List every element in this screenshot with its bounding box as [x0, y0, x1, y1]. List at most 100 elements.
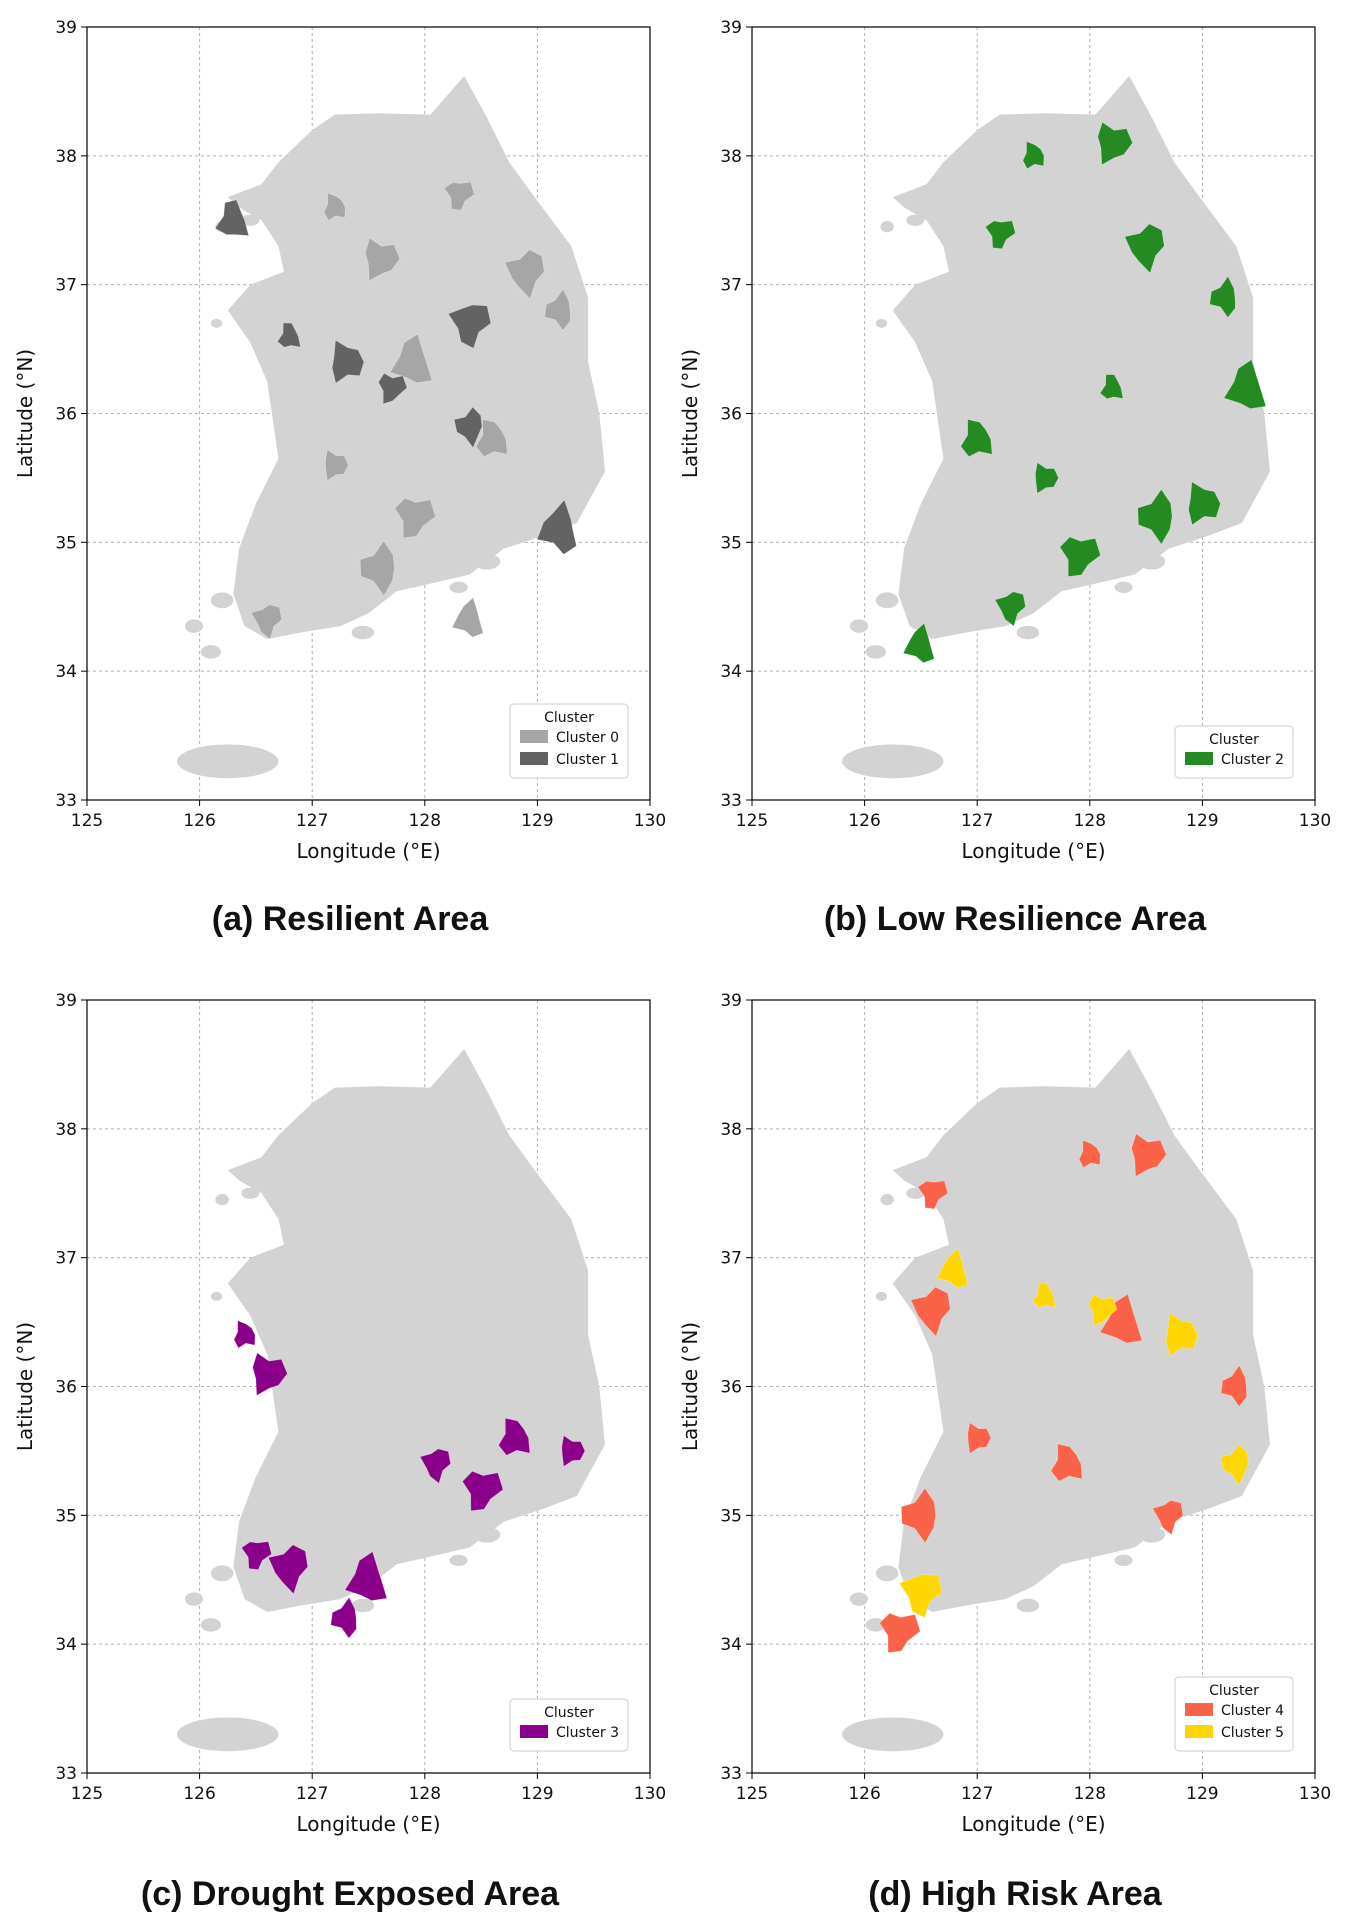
x-tick-label: 125: [71, 811, 103, 831]
x-tick-label: 127: [961, 811, 993, 831]
x-tick-label: 127: [296, 811, 328, 831]
legend: Cluster Cluster 0 Cluster 1: [509, 703, 629, 779]
land-island: [410, 567, 429, 582]
x-tick-label: 126: [183, 811, 215, 831]
legend-title: Cluster: [1209, 732, 1259, 748]
legend-swatch: [520, 1725, 548, 1738]
map-panel-d: 125 126 127 128 129 130 33 34 35 36 37 38 39 Longitud…: [678, 991, 1331, 1836]
y-tick-label: 36: [720, 1378, 742, 1398]
cluster-2-region: [902, 622, 935, 664]
land-island: [177, 1717, 279, 1752]
cluster-0-region: [325, 449, 349, 482]
cluster-1-region: [447, 304, 492, 349]
cluster-0-region: [504, 249, 545, 300]
land-island: [215, 1194, 229, 1206]
x-tick-label: 128: [409, 811, 441, 831]
land-island: [241, 214, 260, 226]
y-tick-label: 34: [55, 662, 77, 682]
legend-title: Cluster: [544, 710, 594, 726]
cluster-4-region: [1078, 1139, 1101, 1169]
caption-c: (c) Drought Exposed Area: [140, 1875, 560, 1913]
cluster-5-region: [1165, 1312, 1199, 1357]
cluster-3-region: [561, 1435, 586, 1467]
x-tick-label: 127: [961, 1784, 993, 1804]
legend-label: Cluster 0: [556, 730, 619, 746]
y-tick-label: 37: [55, 276, 77, 296]
land-island: [473, 553, 501, 570]
y-axis-label: Latitude (°N): [678, 1322, 702, 1451]
x-tick-label: 125: [736, 811, 768, 831]
y-tick-label: 38: [55, 1120, 77, 1140]
y-tick-label: 38: [720, 147, 742, 167]
cluster-2-region: [1188, 481, 1221, 526]
x-tick-label: 126: [848, 1784, 880, 1804]
cluster-3-region: [344, 1551, 388, 1601]
legend-swatch: [520, 730, 548, 743]
y-tick-label: 35: [55, 533, 77, 553]
cluster-2-region: [1124, 223, 1165, 274]
cluster-3-region: [252, 1352, 288, 1396]
cluster-4-region: [1152, 1500, 1184, 1536]
legend-label: Cluster 2: [1221, 752, 1284, 768]
cluster-4-region: [1050, 1443, 1083, 1482]
land-island: [1114, 1554, 1133, 1567]
legend: Cluster Cluster 3: [509, 1698, 629, 1752]
cluster-2-region: [994, 591, 1026, 627]
cluster-2-region: [1097, 121, 1133, 166]
land-mainland: [892, 76, 1270, 639]
y-axis-label: Latitude (°N): [13, 349, 37, 478]
land-island: [1016, 1598, 1040, 1613]
legend-swatch: [1185, 1703, 1213, 1716]
cluster-4-region: [900, 1487, 936, 1544]
y-tick-label: 33: [720, 791, 742, 811]
y-tick-label: 37: [55, 1249, 77, 1269]
x-tick-label: 125: [736, 1784, 768, 1804]
land-island: [1016, 625, 1040, 640]
cluster-0-region: [359, 540, 395, 597]
land-island: [351, 625, 375, 640]
land-island: [865, 1618, 886, 1632]
x-tick-label: 126: [848, 811, 880, 831]
y-tick-label: 39: [55, 18, 77, 38]
land-island: [880, 221, 894, 233]
y-tick-label: 34: [720, 662, 742, 682]
land-island: [200, 1618, 221, 1632]
cluster-4-region: [1099, 1293, 1143, 1344]
cluster-0-region: [323, 192, 346, 221]
cluster-4-region: [967, 1422, 992, 1455]
legend-title: Cluster: [1209, 1683, 1259, 1699]
x-tick-label: 129: [521, 811, 553, 831]
land-island: [842, 1717, 944, 1752]
land-island: [210, 318, 223, 328]
land-island: [865, 645, 886, 659]
cluster-3-region: [330, 1596, 357, 1639]
x-tick-label: 127: [296, 1784, 328, 1804]
land-island: [210, 1291, 223, 1301]
cluster-1-region: [378, 372, 408, 405]
y-tick-label: 35: [720, 533, 742, 553]
y-tick-label: 39: [720, 991, 742, 1011]
land-mainland: [892, 1049, 1270, 1612]
cluster-1-region: [536, 499, 577, 555]
y-tick-label: 37: [720, 276, 742, 296]
y-tick-label: 36: [55, 1378, 77, 1398]
y-tick-label: 35: [720, 1506, 742, 1526]
land-island: [1138, 553, 1166, 570]
y-tick-label: 39: [720, 18, 742, 38]
x-tick-label: 130: [1299, 1784, 1331, 1804]
cluster-0-region: [475, 419, 508, 457]
cluster-4-region: [910, 1286, 951, 1337]
legend-swatch: [1185, 1725, 1213, 1738]
legend-swatch: [1185, 752, 1213, 765]
x-tick-label: 129: [521, 1784, 553, 1804]
cluster-1-region: [453, 406, 483, 449]
cluster-3-region: [241, 1541, 272, 1570]
y-tick-label: 35: [55, 1506, 77, 1526]
land-island: [875, 1565, 899, 1582]
cluster-1-region: [277, 322, 301, 348]
x-tick-label: 128: [1074, 811, 1106, 831]
y-axis-label: Latitude (°N): [678, 349, 702, 478]
x-axis-label: Longitude (°E): [961, 1812, 1105, 1836]
land-island: [875, 1291, 888, 1301]
cluster-1-region: [214, 199, 250, 236]
